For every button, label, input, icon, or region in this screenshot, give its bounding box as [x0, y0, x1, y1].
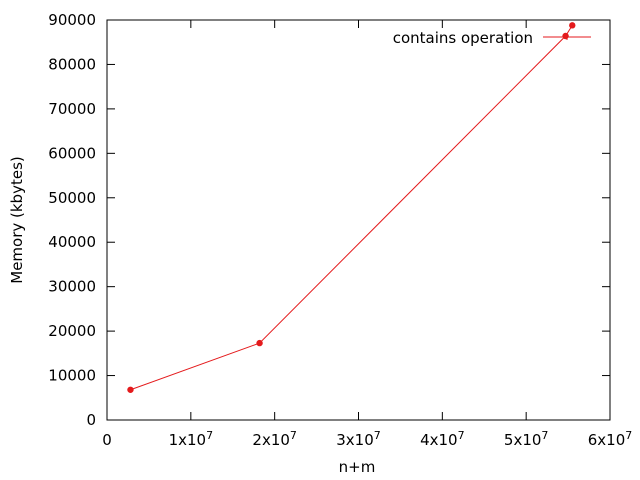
x-tick-label: 4x107 — [420, 429, 465, 449]
y-tick-label: 80000 — [48, 55, 96, 73]
x-tick-label: 2x107 — [252, 429, 297, 449]
y-tick-label: 70000 — [48, 100, 96, 118]
y-tick-label: 0 — [86, 411, 96, 429]
x-tick-label: 3x107 — [336, 429, 381, 449]
x-tick-label: 6x107 — [588, 429, 633, 449]
x-tick-label: 5x107 — [504, 429, 549, 449]
data-point — [569, 22, 576, 29]
x-tick-label: 1x107 — [169, 429, 214, 449]
y-tick-label: 10000 — [48, 367, 96, 385]
data-point — [256, 339, 263, 347]
x-tick-exponent: 7 — [374, 429, 381, 442]
y-axis: 0 10000 20000 30000 40000 50000 60000 70000 8000… — [48, 11, 610, 429]
x-tick-exponent: 7 — [290, 429, 297, 442]
data-point — [127, 386, 134, 393]
x-tick-exponent: 7 — [458, 429, 465, 442]
series-line — [130, 25, 573, 391]
y-tick-label: 30000 — [48, 278, 96, 296]
x-tick-exponent: 7 — [206, 429, 213, 442]
x-tick-exponent: 7 — [625, 429, 632, 442]
data-point — [562, 32, 569, 40]
series-layer — [127, 22, 576, 393]
x-tick-exponent: 7 — [541, 429, 548, 442]
x-tick-label: 0 — [102, 431, 112, 449]
y-tick-label: 20000 — [48, 322, 96, 340]
y-tick-label: 50000 — [48, 189, 96, 207]
plot-frame — [106, 19, 611, 421]
x-axis-label: n+m — [339, 458, 376, 476]
legend-label: contains operation — [393, 29, 533, 47]
x-axis: 0 1x107 2x107 3x107 4x107 5x107 6x107 — [102, 20, 632, 449]
y-tick-label: 90000 — [48, 11, 96, 29]
y-tick-label: 40000 — [48, 233, 96, 251]
y-tick-label: 60000 — [48, 144, 96, 162]
legend: contains operation — [393, 29, 591, 47]
y-axis-label: Memory (kbytes) — [8, 156, 26, 284]
